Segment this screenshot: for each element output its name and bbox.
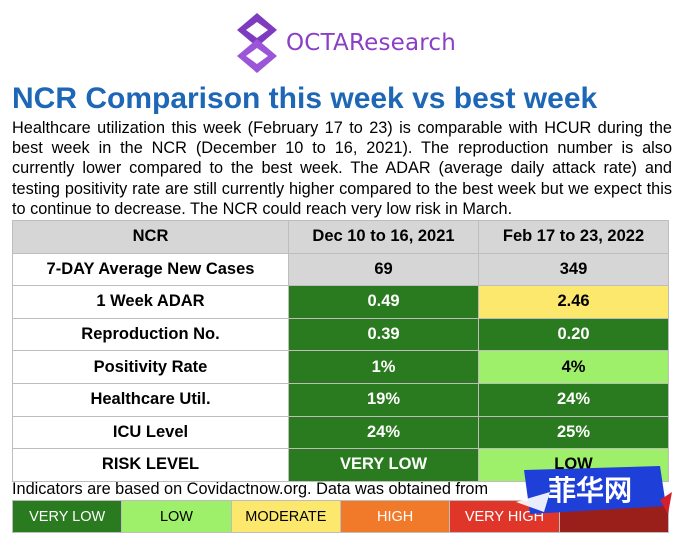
watermark-logo: 菲华网 (516, 466, 672, 514)
page-title: NCR Comparison this week vs best week (12, 82, 598, 115)
table-row: Positivity Rate 1% 4% (12, 350, 669, 384)
best-week-value: 69 (288, 252, 479, 287)
table-header-row: NCR Dec 10 to 16, 2021 Feb 17 to 23, 202… (12, 220, 669, 254)
octa-logo-icon (237, 13, 277, 73)
table-row: 7-DAY Average New Cases 69 349 (12, 252, 669, 287)
logo-text: OCTAResearch (286, 30, 457, 56)
best-week-value: 24% (288, 415, 479, 450)
row-label: ICU Level (12, 415, 289, 450)
best-week-value: 0.39 (288, 317, 479, 352)
table-row: Reproduction No. 0.39 0.20 (12, 317, 669, 352)
row-label: 7-DAY Average New Cases (12, 252, 289, 287)
row-label: 1 Week ADAR (12, 285, 289, 319)
legend-item: MODERATE (231, 501, 341, 532)
table-row: ICU Level 24% 25% (12, 415, 669, 450)
row-label: Healthcare Util. (12, 382, 289, 417)
best-week-value: VERY LOW (288, 448, 479, 482)
best-week-value: 19% (288, 382, 479, 417)
row-label: Positivity Rate (12, 350, 289, 384)
best-week-value: 1% (288, 350, 479, 384)
risk-legend: VERY LOW LOW MODERATE HIGH VERY HIGH (12, 500, 669, 533)
octaresearch-logo: OCTAResearch (232, 10, 456, 76)
legend-item: LOW (122, 501, 232, 532)
header-best-week: Dec 10 to 16, 2021 (288, 220, 479, 254)
current-week-value: 0.20 (478, 317, 669, 352)
header-ncr: NCR (12, 220, 289, 254)
current-week-value: 24% (478, 382, 669, 417)
watermark-text: 菲华网 (548, 474, 632, 507)
current-week-value: 349 (478, 252, 669, 287)
row-label: Reproduction No. (12, 317, 289, 352)
description-paragraph: Healthcare utilization this week (Februa… (12, 119, 672, 218)
current-week-value: 25% (478, 415, 669, 450)
table-row: 1 Week ADAR 0.49 2.46 (12, 285, 669, 319)
header-current-week: Feb 17 to 23, 2022 (478, 220, 669, 254)
best-week-value: 0.49 (288, 285, 479, 319)
legend-item: VERY LOW (13, 501, 123, 532)
row-label: RISK LEVEL (12, 448, 289, 482)
current-week-value: 2.46 (478, 285, 669, 319)
source-note: Indicators are based on Covidactnow.org.… (12, 480, 489, 498)
comparison-table: NCR Dec 10 to 16, 2021 Feb 17 to 23, 202… (12, 220, 669, 482)
table-row: Healthcare Util. 19% 24% (12, 382, 669, 417)
legend-item: HIGH (340, 501, 451, 532)
current-week-value: 4% (478, 350, 669, 384)
